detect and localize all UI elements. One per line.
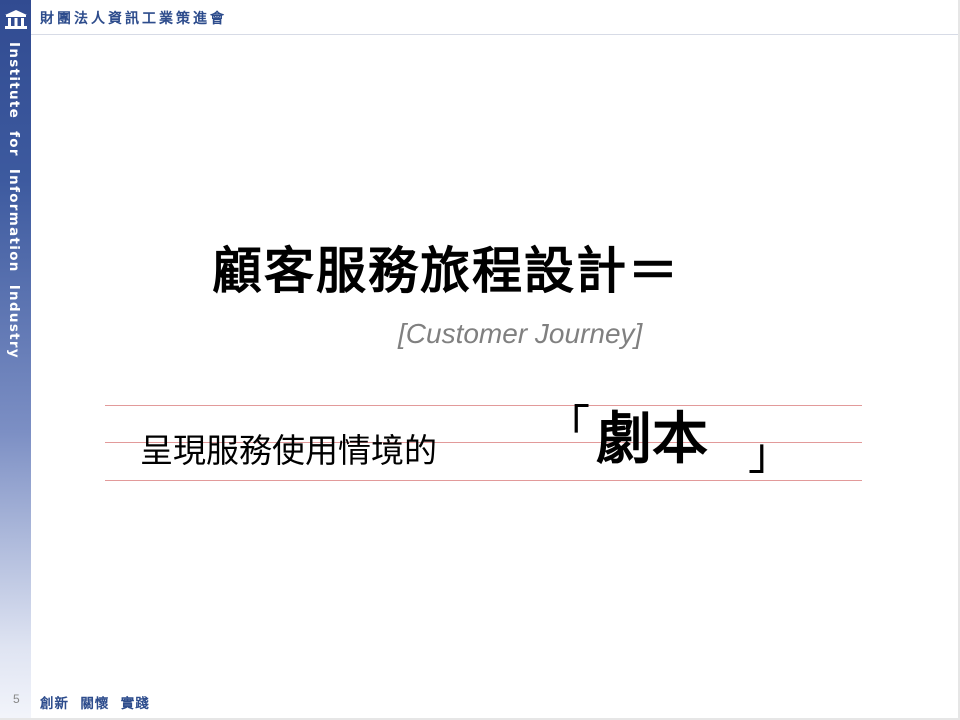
slide-subtitle: [Customer Journey] <box>398 318 643 349</box>
close-bracket: 」 <box>748 429 792 480</box>
building-columns-icon <box>5 10 27 29</box>
sidebar-band: Institute for Information Industry <box>0 0 31 720</box>
right-border <box>958 0 960 720</box>
footer-slogan: 創新 關懷 實踐 <box>40 696 150 712</box>
highlight-text: 劇本 <box>596 407 708 472</box>
open-bracket: 「 <box>546 401 590 452</box>
body-text: 呈現服務使用情境的 <box>140 431 437 470</box>
page-number: 5 <box>13 692 20 706</box>
institute-vertical-label: Institute for Information Industry <box>6 42 22 359</box>
guide-line-bottom <box>105 480 862 481</box>
guide-line-top <box>105 405 862 406</box>
slide-title: 顧客服務旅程設計＝ <box>212 242 680 300</box>
header-divider <box>31 34 960 35</box>
guide-line-middle <box>105 442 862 443</box>
organization-name: 財團法人資訊工業策進會 <box>40 11 227 27</box>
bottom-border <box>0 718 960 720</box>
